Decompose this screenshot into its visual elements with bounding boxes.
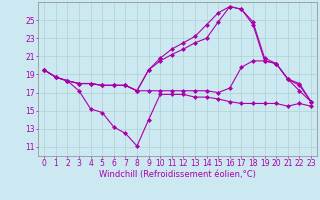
- X-axis label: Windchill (Refroidissement éolien,°C): Windchill (Refroidissement éolien,°C): [99, 170, 256, 179]
